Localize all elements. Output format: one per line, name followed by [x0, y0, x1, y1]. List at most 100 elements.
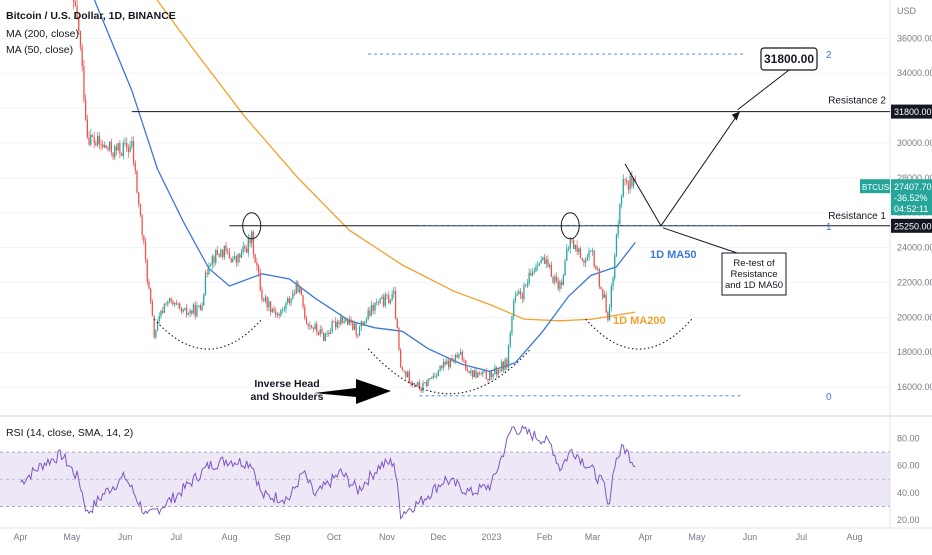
candle-body	[632, 178, 635, 186]
candle-body	[513, 300, 515, 317]
month-label: Feb	[537, 532, 553, 542]
candle-body	[519, 291, 522, 295]
month-label: Jun	[743, 532, 758, 542]
candle-body	[410, 382, 412, 384]
candle-body	[160, 311, 162, 317]
moving-averages	[93, 0, 636, 373]
candle-body	[590, 251, 592, 252]
candle-body	[543, 257, 546, 264]
candle-body	[364, 322, 366, 326]
candle-body	[449, 358, 451, 368]
candle-body	[336, 321, 338, 328]
candle-body	[545, 259, 547, 264]
candle-body	[566, 248, 568, 261]
candle-body	[424, 382, 426, 384]
shoulder-circle	[560, 212, 580, 240]
candle-body	[348, 319, 350, 325]
candle-body	[442, 362, 445, 368]
candle-body	[278, 313, 280, 316]
candle-body	[352, 322, 354, 330]
pattern-label-line2: and Shoulders	[251, 391, 324, 403]
candle-body	[436, 376, 438, 377]
candle-body	[247, 238, 249, 253]
candle-body	[83, 66, 85, 100]
candle-body	[225, 245, 227, 251]
candle-body	[266, 296, 268, 308]
candle-body	[624, 179, 626, 180]
candle-body	[311, 325, 313, 328]
resistance-2-price-tag: 31800.00	[894, 107, 932, 117]
candle-body	[347, 319, 349, 325]
candle-body	[622, 179, 624, 197]
candle-body	[74, 1, 76, 6]
candle-body	[316, 324, 318, 332]
candle-body	[538, 263, 540, 266]
candle-body	[290, 298, 292, 303]
candle-body	[175, 303, 177, 305]
candle-body	[232, 258, 234, 263]
candle-body	[629, 175, 631, 190]
resistance-2-label: Resistance 2	[828, 96, 886, 107]
candle-body	[180, 307, 183, 312]
candle-body	[406, 371, 409, 377]
pattern-arrow	[314, 379, 391, 404]
resistance-1-price-tag: 25250.00	[894, 221, 932, 231]
price-tick-label: 22000.00	[897, 277, 932, 287]
candle-body	[381, 296, 383, 299]
candle-body	[525, 285, 527, 287]
candle-body	[526, 283, 529, 286]
candle-body	[585, 260, 587, 263]
candle-body	[165, 303, 167, 305]
candle-body	[427, 379, 429, 386]
candle-body	[305, 318, 308, 325]
candle-body	[79, 30, 82, 47]
candle-body	[124, 142, 126, 144]
candle-body	[355, 323, 357, 335]
candle-body	[495, 367, 498, 375]
candle-body	[302, 295, 304, 307]
candle-body	[559, 282, 561, 289]
month-label: Dec	[430, 532, 447, 542]
candle-body	[607, 312, 609, 320]
price-tick-label: 34000.00	[897, 68, 932, 78]
candle-body	[222, 249, 224, 257]
candle-body	[90, 134, 92, 145]
candle-body	[408, 371, 410, 383]
candle-body	[186, 307, 188, 315]
price-tick-label: 20000.00	[897, 312, 932, 322]
retest-box	[721, 252, 787, 296]
candle-body	[540, 259, 542, 264]
candle-body	[444, 362, 446, 365]
candle-body	[578, 248, 580, 252]
candle-body	[528, 272, 530, 284]
candle-body	[523, 285, 525, 299]
month-label: Jun	[118, 532, 133, 542]
month-label: May	[63, 532, 81, 542]
candle-body	[300, 288, 302, 296]
candle-body	[293, 293, 296, 295]
candle-body	[501, 361, 503, 371]
projection-arrowhead	[731, 111, 740, 121]
month-label: Nov	[379, 532, 396, 542]
candle-body	[204, 272, 207, 295]
candle-body	[134, 162, 136, 171]
candle-body	[240, 252, 243, 258]
candle-body	[252, 231, 255, 255]
candle-body	[571, 239, 573, 241]
candle-body	[470, 370, 472, 374]
candle-body	[151, 301, 153, 316]
candle-body	[285, 302, 287, 310]
candle-body	[554, 276, 556, 283]
candle-body	[507, 345, 510, 368]
candle-body	[292, 293, 294, 299]
candle-body	[595, 266, 597, 270]
candle-body	[146, 260, 148, 282]
candle-body	[610, 286, 612, 308]
candle-body	[184, 307, 186, 310]
resistance-1-label: Resistance 1	[828, 211, 886, 222]
candle-body	[319, 329, 321, 335]
candle-body	[593, 250, 595, 267]
candle-body	[480, 373, 482, 375]
symbol-tag: BTCUSD	[862, 183, 895, 192]
